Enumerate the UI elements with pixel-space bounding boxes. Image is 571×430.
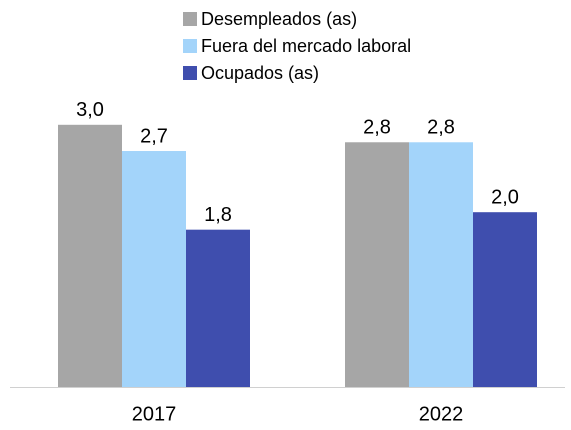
x-tick-label: 2017 (132, 403, 177, 425)
bar (186, 229, 250, 387)
bar (58, 124, 122, 388)
legend-label: Ocupados (as) (201, 63, 319, 83)
legend-label: Desempleados (as) (201, 9, 357, 29)
legend-swatch (183, 39, 197, 53)
bar (122, 151, 186, 387)
bar (473, 212, 537, 387)
legend-label: Fuera del mercado laboral (201, 36, 411, 56)
data-label: 2,8 (427, 117, 455, 139)
bar (409, 142, 473, 387)
data-label: 1,8 (204, 204, 232, 226)
bar (345, 142, 409, 387)
data-label: 2,7 (140, 125, 168, 147)
legend-swatch (183, 12, 197, 26)
x-tick-label: 2022 (419, 403, 464, 425)
data-label: 3,0 (76, 99, 104, 121)
data-label: 2,8 (363, 117, 391, 139)
data-label: 2,0 (491, 186, 519, 208)
legend-swatch (183, 66, 197, 80)
